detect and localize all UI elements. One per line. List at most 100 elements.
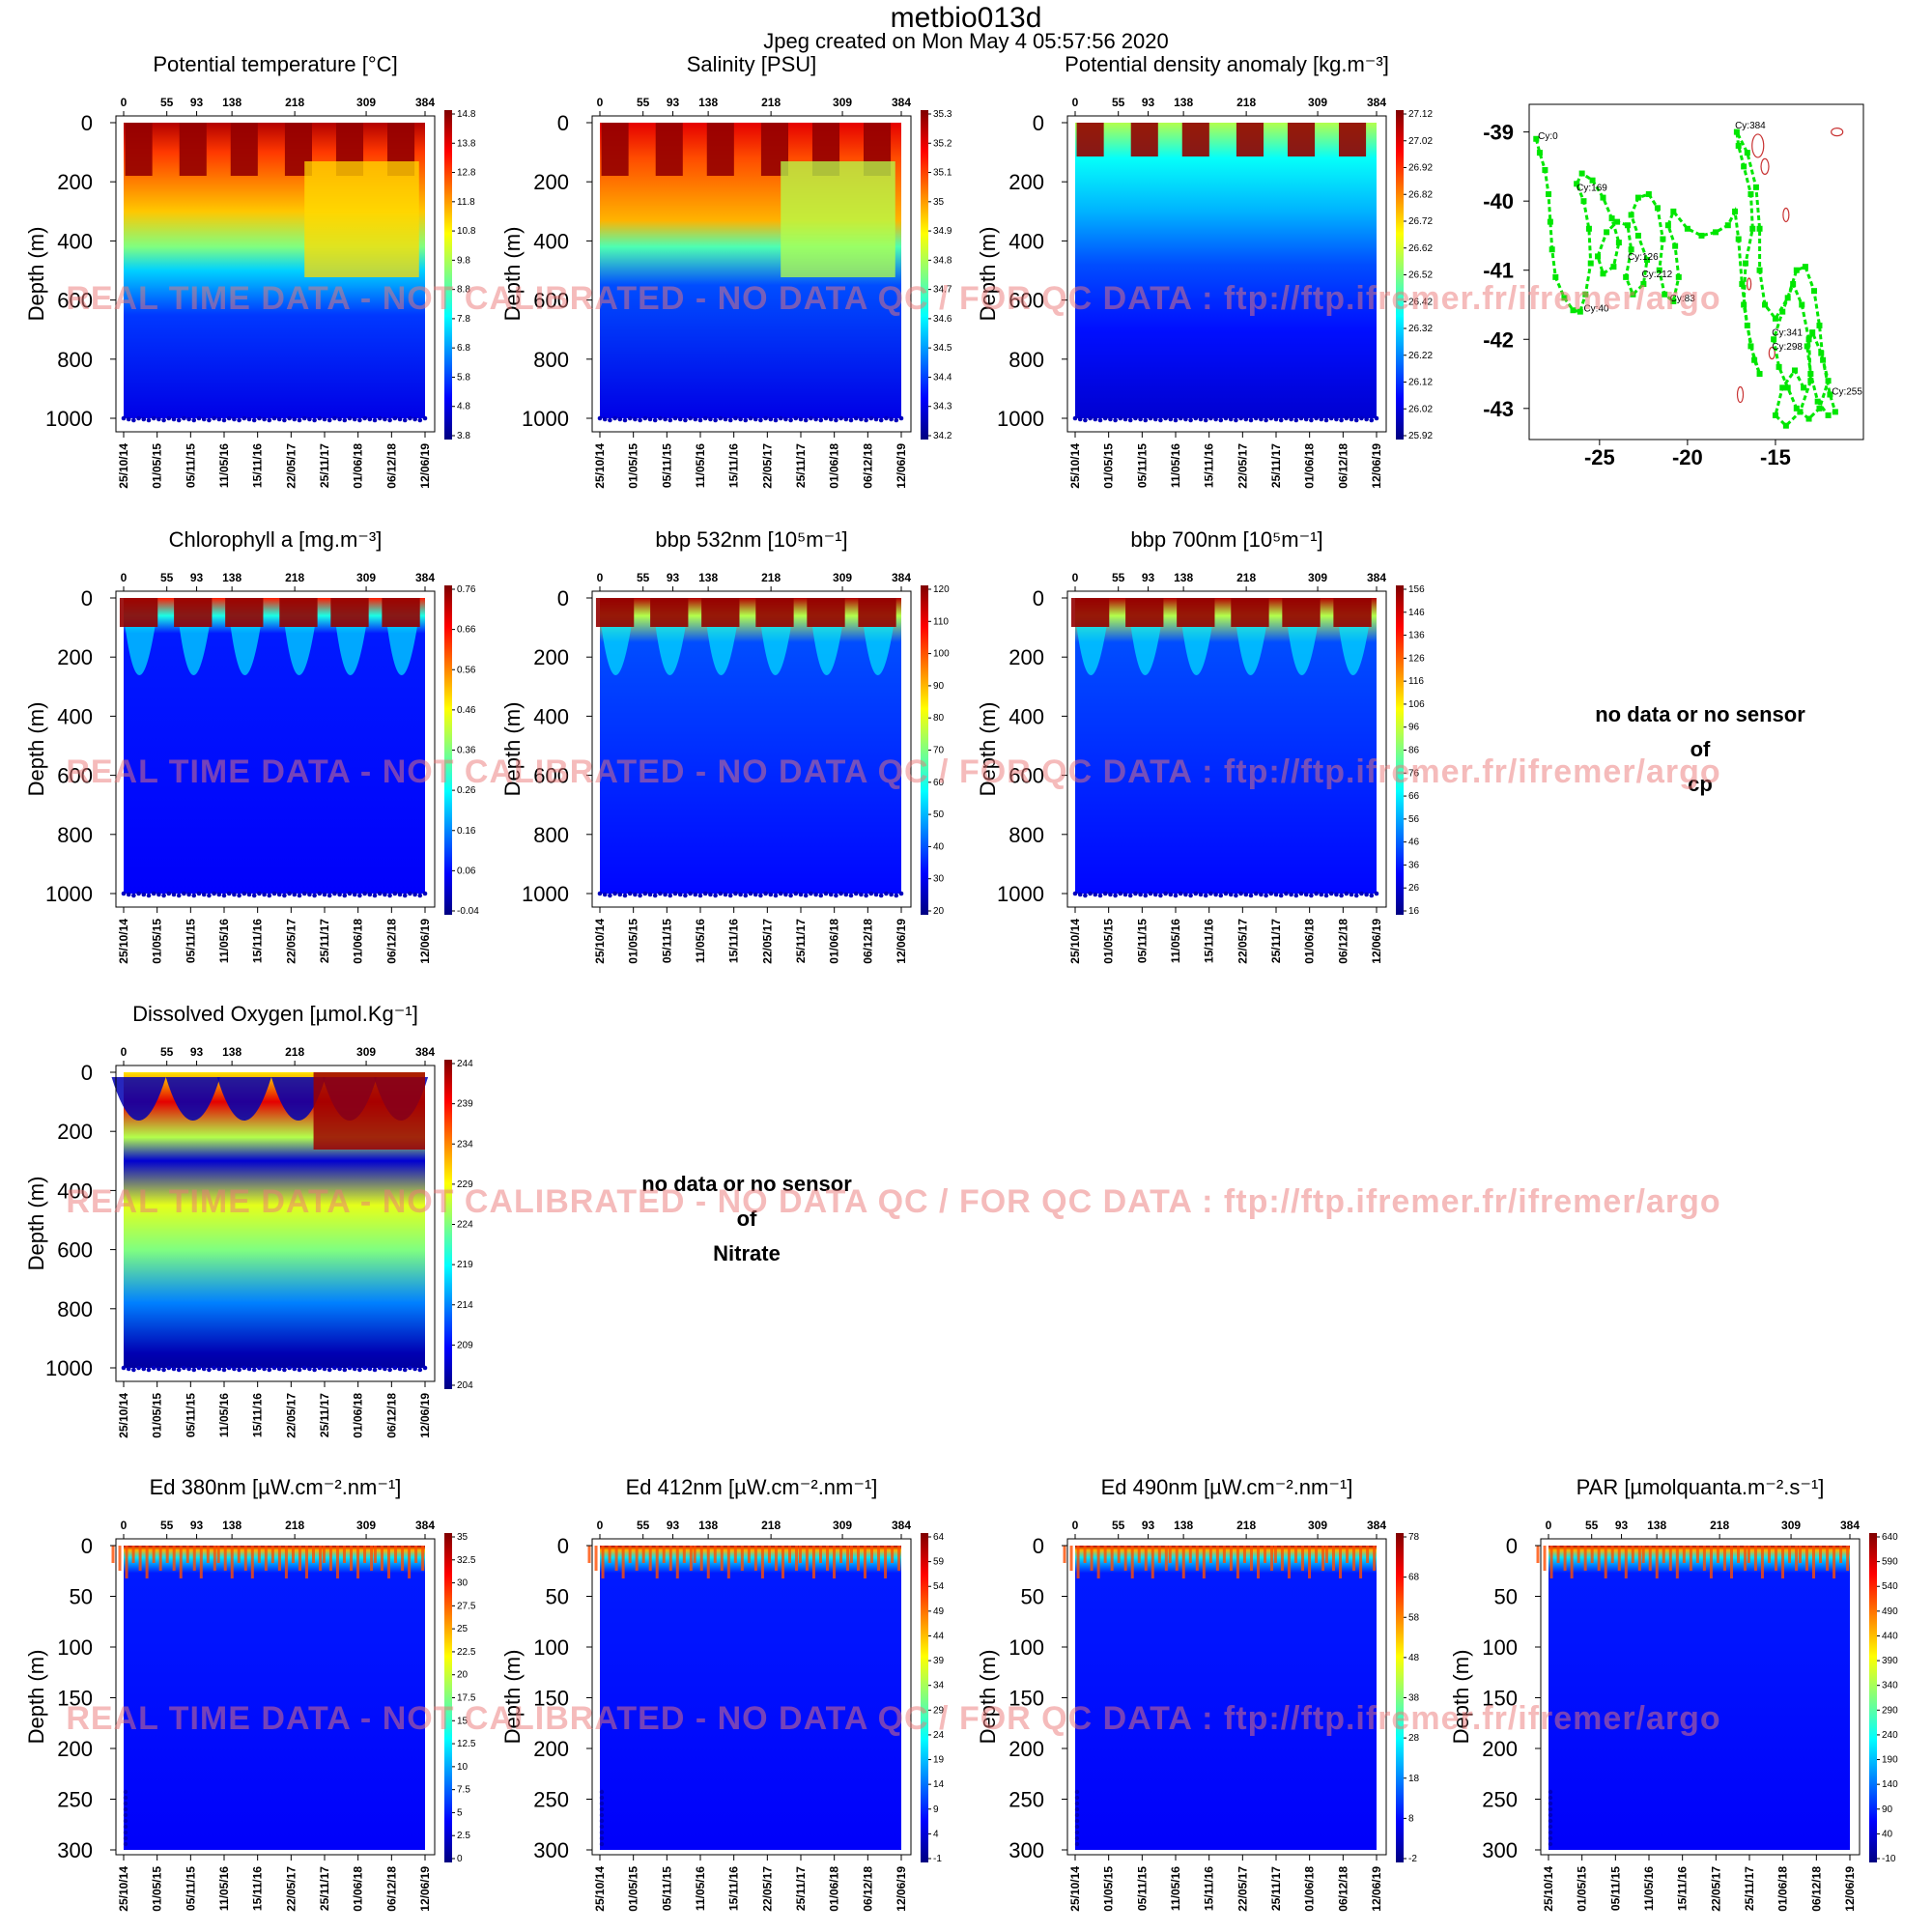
colorbar-tick-label: 30 [457, 1578, 469, 1589]
depth-tick-label: 300 [1482, 1838, 1518, 1862]
colorbar-tick-label: 40 [933, 841, 945, 852]
cycle-tick-label: 0 [121, 96, 128, 109]
page-subtitle: Jpeg created on Mon May 4 05:57:56 2020 [763, 29, 1169, 53]
map-frame [1528, 103, 1864, 440]
plot-frame-bbp532 [591, 590, 912, 908]
profile-end-dot [1319, 416, 1324, 422]
heatmap-dens [1075, 123, 1377, 418]
cycle-tick-label: 384 [1367, 571, 1386, 584]
light-streak [1675, 1546, 1679, 1578]
date-tick-label: 25/10/14 [117, 1866, 130, 1912]
profile-end-dot [161, 893, 166, 898]
date-tick-label: 05/11/15 [184, 443, 197, 488]
colorbar-tick-label: 24 [933, 1730, 945, 1741]
light-streak [1655, 1546, 1659, 1578]
profile-end-dot [317, 1365, 323, 1371]
colorbar-tick-label: 9 [933, 1804, 939, 1815]
colorbar-tick-label: 14.8 [457, 109, 476, 120]
profile-end-dot [237, 417, 242, 423]
cycle-tick-label: 384 [415, 96, 435, 109]
surface-feature [1287, 123, 1316, 156]
date-tick-label: 01/06/18 [352, 1393, 365, 1438]
profile-end-dot [1548, 1795, 1553, 1801]
profile-end-dot [1168, 892, 1174, 897]
profile-end-dot [1213, 892, 1218, 897]
profile-end-dot [136, 891, 141, 896]
date-tick-label: 11/05/16 [217, 919, 231, 963]
profile-end-dot [1158, 893, 1163, 898]
surface-feature [601, 123, 629, 176]
colorbar-tick-label: 76 [1408, 768, 1420, 779]
profile-end-dot [663, 416, 668, 422]
track-point [1548, 246, 1555, 253]
profile-end-dot [297, 1367, 302, 1373]
profile-end-dot [894, 417, 899, 423]
depth-tick-label: 1000 [45, 882, 93, 906]
colorbar-tick-label: 219 [457, 1260, 473, 1270]
profile-end-dot [287, 891, 292, 896]
profile-end-dot [246, 892, 252, 897]
profile-end-dot [131, 893, 136, 898]
date-tick-label: 06/12/18 [1336, 919, 1350, 964]
light-streak [1090, 1546, 1094, 1571]
profile-end-dot [377, 1365, 383, 1371]
profile-end-dot [859, 892, 864, 897]
profile-end-dot [708, 416, 713, 422]
colorbar-tick-label: 26.52 [1408, 270, 1433, 281]
depth-tick-label: 800 [1009, 823, 1044, 847]
colorbar-tick-label: -1 [933, 1854, 942, 1864]
profile-end-dot [136, 415, 141, 421]
cycle-tick-label: 93 [190, 1519, 204, 1532]
colorbar-tick-label: 0.06 [457, 866, 476, 876]
track-point [1814, 398, 1821, 405]
depth-tick-label: 600 [1009, 764, 1044, 788]
light-streak [1775, 1546, 1777, 1571]
depth-tick-label: 0 [81, 111, 93, 135]
colorbar-tick-label: 35.1 [933, 168, 952, 179]
profile-end-dot [352, 416, 357, 422]
profile-end-dot [608, 417, 612, 423]
profile-end-dot [1173, 893, 1179, 898]
track-point [1600, 270, 1606, 277]
date-tick-label: 05/11/15 [1135, 919, 1149, 963]
depth-tick-label: 400 [533, 704, 569, 728]
colorbar-tick-label: 214 [457, 1300, 473, 1311]
track-point [1561, 295, 1568, 301]
plot-frame-chla [115, 590, 436, 908]
date-tick-label: 25/11/17 [794, 919, 808, 963]
date-tick-label: 22/05/17 [760, 1866, 774, 1912]
profile-end-dot [123, 1806, 128, 1812]
profile-end-dot [843, 416, 849, 422]
colorbar-tick-label: 234 [457, 1139, 473, 1150]
light-streak [328, 1546, 332, 1571]
cycle-tick-label: 93 [190, 571, 204, 584]
date-tick-label: 11/05/16 [694, 919, 707, 963]
colorbar-tick-label: 10.8 [457, 226, 476, 237]
profile-end-dot [1083, 893, 1088, 898]
profile-end-dot [668, 417, 673, 423]
profile-end-dot [372, 1367, 378, 1373]
light-streak [165, 1546, 169, 1563]
profile-end-dot [146, 1367, 152, 1373]
track-point [1608, 215, 1615, 222]
colorbar-tick-label: 209 [457, 1340, 473, 1350]
profile-end-dot [1198, 416, 1204, 422]
profile-end-dot [141, 1366, 147, 1372]
profile-end-dot [1072, 415, 1078, 421]
profile-end-dot [408, 415, 412, 421]
colorbar-tick-label: 12.8 [457, 168, 476, 179]
profile-end-dot [156, 416, 161, 422]
profile-end-dot [658, 415, 663, 421]
profile-end-dot [123, 1818, 128, 1824]
colorbar-oxy [444, 1060, 452, 1389]
profile-end-dot [417, 417, 423, 423]
profile-end-dot [337, 892, 342, 897]
light-streak [614, 1546, 618, 1571]
panel-ed412: Ed 412nm [µW.cm⁻².nm⁻¹] 0 55 93 138 218 309 384… [500, 1475, 945, 1912]
profile-end-dot [718, 415, 724, 421]
surface-feature [1130, 123, 1158, 156]
date-tick-label: 11/05/16 [1169, 1866, 1182, 1911]
contour-ellipse [1751, 133, 1765, 158]
depth-tick-label: 400 [57, 229, 93, 253]
cycle-label: Cy:298 [1772, 342, 1803, 353]
